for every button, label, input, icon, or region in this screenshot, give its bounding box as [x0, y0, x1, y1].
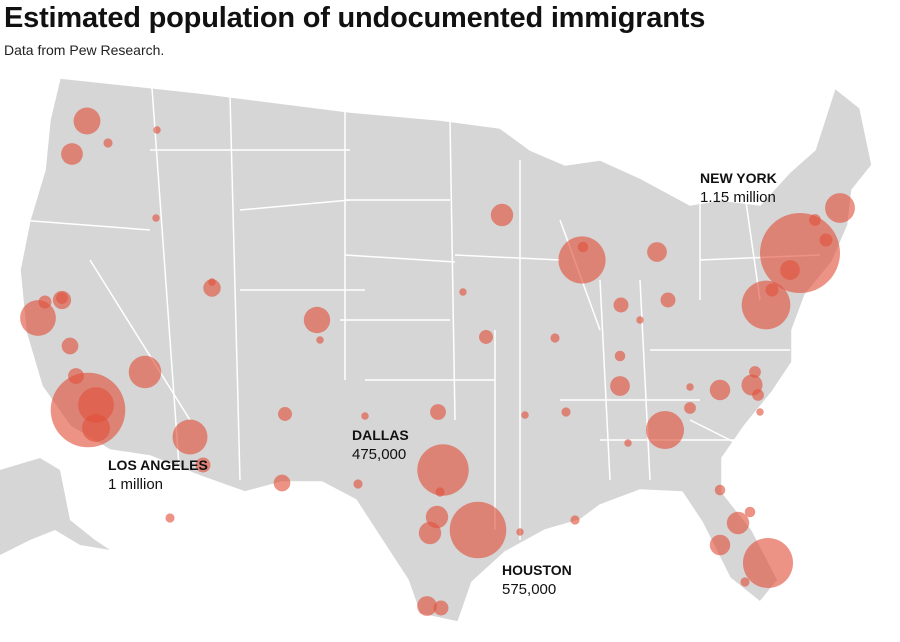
population-bubble	[433, 600, 449, 616]
population-bubble	[709, 534, 731, 556]
population-bubble	[741, 280, 791, 330]
label-los-angeles: LOS ANGELES 1 million	[108, 455, 208, 495]
label-dallas: DALLAS 475,000	[352, 425, 409, 465]
population-bubble	[825, 193, 855, 223]
population-bubble	[645, 410, 685, 450]
population-bubble	[752, 389, 764, 401]
state-border	[20, 219, 151, 231]
population-bubble	[278, 407, 292, 421]
population-bubble	[760, 213, 840, 293]
state-border	[454, 254, 561, 261]
city-name: LOS ANGELES	[108, 457, 208, 473]
population-bubble	[273, 474, 291, 492]
population-bubble	[103, 138, 113, 148]
population-bubble	[647, 242, 667, 262]
population-bubble	[61, 143, 83, 165]
state-border	[239, 199, 351, 211]
population-bubble	[726, 511, 750, 535]
population-bubble	[614, 350, 626, 362]
population-bubble	[624, 439, 632, 447]
city-name: NEW YORK	[700, 170, 777, 186]
population-bubble	[417, 596, 437, 616]
city-value: 575,000	[502, 581, 557, 598]
population-bubble	[660, 292, 676, 308]
population-bubble	[490, 203, 514, 227]
population-bubble	[316, 336, 324, 344]
population-bubble	[561, 407, 571, 417]
state-border	[89, 259, 191, 421]
population-bubble	[765, 283, 779, 297]
population-bubble	[709, 379, 731, 401]
alaska-shape	[0, 458, 110, 555]
population-bubble	[550, 333, 560, 343]
city-value: 1.15 million	[700, 189, 776, 206]
population-bubble	[756, 408, 764, 416]
city-value: 475,000	[352, 446, 407, 463]
chart-subtitle: Data from Pew Research.	[4, 42, 165, 58]
state-border	[449, 119, 456, 421]
population-bubble	[516, 528, 524, 536]
bubble-layer	[20, 107, 855, 616]
state-border	[229, 94, 241, 481]
population-bubble	[449, 501, 507, 559]
population-bubble	[38, 295, 52, 309]
label-houston: HOUSTON 575,000	[502, 560, 572, 600]
population-bubble	[361, 412, 369, 420]
population-bubble	[686, 383, 694, 391]
state-border	[344, 254, 456, 263]
population-bubble	[172, 419, 208, 455]
population-bubble	[459, 288, 467, 296]
population-bubble	[684, 402, 696, 414]
population-bubble	[128, 355, 162, 389]
population-bubble	[165, 513, 175, 523]
population-bubble	[82, 414, 110, 442]
city-name: DALLAS	[352, 427, 409, 443]
state-borders	[20, 78, 821, 540]
population-bubble	[577, 241, 589, 253]
population-bubble	[418, 521, 442, 545]
city-name: HOUSTON	[502, 562, 572, 578]
population-bubble	[435, 487, 445, 497]
population-bubble	[73, 107, 101, 135]
population-bubble	[153, 126, 161, 134]
city-value: 1 million	[108, 476, 164, 493]
chart-title: Estimated population of undocumented imm…	[4, 2, 706, 34]
population-bubble	[740, 577, 750, 587]
population-bubble	[749, 366, 761, 378]
population-bubble	[521, 411, 529, 419]
population-bubble	[610, 376, 630, 396]
population-bubble	[479, 330, 493, 344]
population-bubble	[68, 368, 84, 384]
population-bubble	[303, 306, 331, 334]
population-bubble	[819, 233, 833, 247]
population-bubble	[613, 297, 629, 313]
population-bubble	[430, 404, 446, 420]
population-bubble	[152, 214, 160, 222]
population-bubble	[780, 260, 800, 280]
population-bubble	[417, 444, 469, 496]
population-bubble	[195, 457, 211, 473]
population-bubble	[714, 484, 726, 496]
label-new-york: NEW YORK 1.15 million	[700, 168, 777, 208]
population-bubble	[636, 316, 644, 324]
population-bubble	[208, 278, 216, 286]
population-bubble	[742, 537, 794, 589]
population-bubble	[558, 236, 606, 284]
population-bubble	[353, 479, 363, 489]
population-bubble	[570, 515, 580, 525]
population-bubble	[61, 337, 79, 355]
population-bubble	[78, 387, 114, 423]
population-bubble	[56, 292, 68, 304]
population-bubble	[809, 214, 821, 226]
population-bubble	[20, 300, 56, 336]
population-bubble	[744, 506, 756, 518]
state-border	[639, 279, 651, 481]
state-border	[599, 279, 611, 481]
population-bubble	[203, 279, 221, 297]
